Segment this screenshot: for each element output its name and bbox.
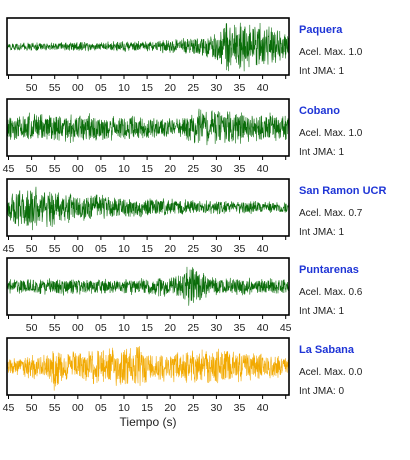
tick-label-3-6: 15 bbox=[141, 322, 153, 334]
tick-label-1-5: 10 bbox=[118, 163, 130, 175]
tick-label-3-9: 30 bbox=[211, 322, 223, 334]
tick-label-3-10: 35 bbox=[234, 322, 246, 334]
tick-label-2-2: 55 bbox=[49, 243, 61, 255]
tick-label-3-5: 10 bbox=[118, 322, 130, 334]
tick-label-0-3: 00 bbox=[72, 82, 84, 94]
tick-label-3-12: 45 bbox=[280, 322, 292, 334]
tick-label-0-4: 05 bbox=[95, 82, 107, 94]
tick-label-3-7: 20 bbox=[164, 322, 176, 334]
tick-label-4-3: 00 bbox=[72, 402, 84, 414]
tick-label-2-5: 10 bbox=[118, 243, 130, 255]
tick-label-1-8: 25 bbox=[187, 163, 199, 175]
tick-label-1-10: 35 bbox=[234, 163, 246, 175]
tick-label-1-9: 30 bbox=[211, 163, 223, 175]
panel-frame-2 bbox=[6, 178, 290, 237]
tick-label-2-8: 25 bbox=[187, 243, 199, 255]
waveform-0 bbox=[6, 22, 290, 72]
tick-label-3-11: 40 bbox=[257, 322, 269, 334]
jma-intensity-1: Int JMA: 1 bbox=[299, 147, 344, 158]
waveform-3 bbox=[6, 266, 290, 306]
accel-max-2: Acel. Max. 0.7 bbox=[299, 208, 363, 219]
accel-max-3: Acel. Max. 0.6 bbox=[299, 287, 363, 298]
tick-label-0-5: 10 bbox=[118, 82, 130, 94]
waveform-1 bbox=[6, 108, 290, 146]
tick-label-1-7: 20 bbox=[164, 163, 176, 175]
tick-label-2-6: 15 bbox=[141, 243, 153, 255]
waveform-4 bbox=[6, 346, 290, 391]
tick-label-2-3: 00 bbox=[72, 243, 84, 255]
tick-label-1-2: 55 bbox=[49, 163, 61, 175]
tick-label-4-0: 45 bbox=[3, 402, 15, 414]
accel-max-1: Acel. Max. 1.0 bbox=[299, 128, 363, 139]
tick-label-2-10: 35 bbox=[234, 243, 246, 255]
tick-label-4-4: 05 bbox=[95, 402, 107, 414]
tick-label-2-0: 45 bbox=[3, 243, 15, 255]
panels-group: 50 55 00 05 10 15 20 25 30 35 40 Paquera Acel. Max. … bbox=[3, 17, 386, 414]
tick-label-3-4: 05 bbox=[95, 322, 107, 334]
tick-label-3-3: 00 bbox=[72, 322, 84, 334]
panel-frame-1 bbox=[6, 98, 290, 157]
panel-frame-3 bbox=[6, 257, 290, 316]
tick-label-1-3: 00 bbox=[72, 163, 84, 175]
jma-intensity-0: Int JMA: 1 bbox=[299, 66, 344, 77]
accel-max-0: Acel. Max. 1.0 bbox=[299, 47, 363, 58]
tick-label-1-1: 50 bbox=[26, 163, 38, 175]
tick-label-4-11: 40 bbox=[257, 402, 269, 414]
tick-label-3-1: 50 bbox=[26, 322, 38, 334]
station-name-0: Paquera bbox=[299, 24, 343, 36]
tick-label-3-2: 55 bbox=[49, 322, 61, 334]
accel-max-4: Acel. Max. 0.0 bbox=[299, 367, 363, 378]
panel-frame-0 bbox=[6, 17, 290, 76]
tick-label-1-11: 40 bbox=[257, 163, 269, 175]
tick-label-4-6: 15 bbox=[141, 402, 153, 414]
tick-label-0-8: 25 bbox=[187, 82, 199, 94]
tick-label-4-2: 55 bbox=[49, 402, 61, 414]
tick-label-2-4: 05 bbox=[95, 243, 107, 255]
tick-label-0-9: 30 bbox=[211, 82, 223, 94]
station-name-3: Puntarenas bbox=[299, 264, 359, 276]
station-name-2: San Ramon UCR bbox=[299, 185, 386, 197]
jma-intensity-3: Int JMA: 1 bbox=[299, 306, 344, 317]
tick-label-4-1: 50 bbox=[26, 402, 38, 414]
jma-intensity-4: Int JMA: 0 bbox=[299, 386, 344, 397]
panel-frame-4 bbox=[6, 337, 290, 396]
tick-label-0-10: 35 bbox=[234, 82, 246, 94]
station-name-4: La Sabana bbox=[299, 344, 355, 356]
tick-label-0-1: 50 bbox=[26, 82, 38, 94]
tick-label-2-7: 20 bbox=[164, 243, 176, 255]
x-axis-title: Tiempo (s) bbox=[120, 415, 177, 429]
tick-label-2-9: 30 bbox=[211, 243, 223, 255]
tick-label-4-9: 30 bbox=[211, 402, 223, 414]
tick-label-3-8: 25 bbox=[187, 322, 199, 334]
tick-label-1-6: 15 bbox=[141, 163, 153, 175]
tick-label-0-6: 15 bbox=[141, 82, 153, 94]
tick-label-4-8: 25 bbox=[187, 402, 199, 414]
tick-label-4-7: 20 bbox=[164, 402, 176, 414]
waveform-2 bbox=[6, 186, 290, 231]
tick-label-1-4: 05 bbox=[95, 163, 107, 175]
tick-label-2-11: 40 bbox=[257, 243, 269, 255]
tick-label-0-11: 40 bbox=[257, 82, 269, 94]
station-name-1: Cobano bbox=[299, 105, 340, 117]
jma-intensity-2: Int JMA: 1 bbox=[299, 227, 344, 238]
tick-label-0-2: 55 bbox=[49, 82, 61, 94]
tick-label-2-1: 50 bbox=[26, 243, 38, 255]
tick-label-1-0: 45 bbox=[3, 163, 15, 175]
tick-label-0-7: 20 bbox=[164, 82, 176, 94]
tick-label-4-5: 10 bbox=[118, 402, 130, 414]
tick-label-4-10: 35 bbox=[234, 402, 246, 414]
